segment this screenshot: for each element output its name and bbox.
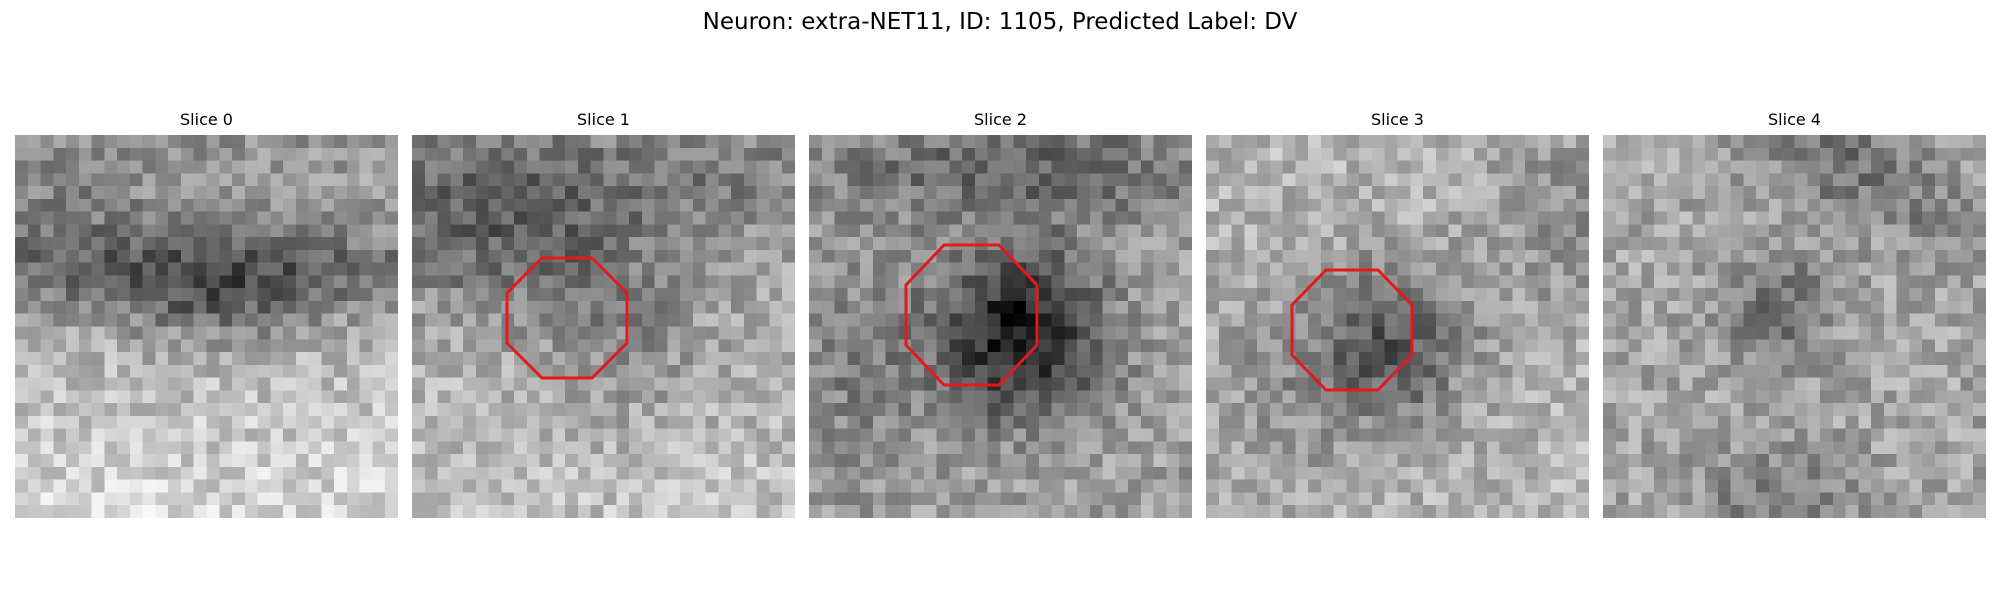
slice-title: Slice 2 bbox=[974, 110, 1027, 129]
slice-image bbox=[15, 135, 398, 518]
slice-image bbox=[1603, 135, 1986, 518]
figure-title: Neuron: extra-NET11, ID: 1105, Predicted… bbox=[702, 9, 1298, 35]
slice-title: Slice 0 bbox=[180, 110, 233, 129]
slice-image bbox=[809, 135, 1192, 518]
roi-outline bbox=[505, 256, 629, 380]
slice-image bbox=[412, 135, 795, 518]
slice-title: Slice 1 bbox=[577, 110, 630, 129]
roi-outline bbox=[904, 243, 1039, 387]
slice-title: Slice 3 bbox=[1371, 110, 1424, 129]
slice-title: Slice 4 bbox=[1768, 110, 1821, 129]
roi-outline bbox=[1290, 268, 1414, 392]
slice-image bbox=[1206, 135, 1589, 518]
